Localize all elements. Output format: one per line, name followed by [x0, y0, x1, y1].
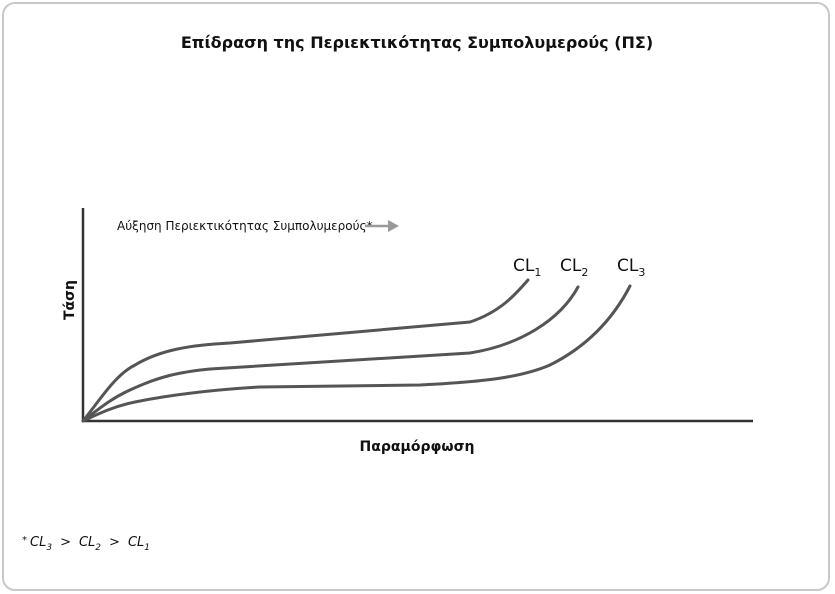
- footnote-sub: 3: [46, 543, 52, 553]
- curve-label: CL3: [617, 256, 645, 279]
- curve-label: CL1: [513, 256, 541, 279]
- footnote-separator: >: [109, 535, 120, 550]
- footnote-separator: >: [60, 535, 71, 550]
- curve-cl1: [81, 278, 530, 423]
- y-axis-label: Τάση: [62, 280, 78, 320]
- footnote-sub: 1: [144, 543, 150, 553]
- curve-label-sub: 3: [638, 266, 645, 279]
- annotation: Αύξηση Περιεκτικότητας Συμπολυμερούς*: [117, 219, 373, 233]
- curve-label-sub: 2: [581, 266, 588, 279]
- arrow: [365, 220, 399, 232]
- footnote-item: CL: [128, 535, 144, 550]
- curve-label-sub: 1: [534, 266, 541, 279]
- x-axis-label: Παραμόρφωση: [360, 439, 475, 455]
- curve-label: CL2: [560, 256, 588, 279]
- footnote-item: CL: [30, 535, 46, 550]
- footnote: * CL3 > CL2 > CL1: [22, 535, 150, 553]
- footnote-sub: 2: [95, 543, 101, 553]
- curve-label-text: CL: [617, 256, 639, 276]
- curve-label-text: CL: [513, 256, 535, 276]
- title: Επίδραση της Περιεκτικότητας Συμπολυμερο…: [181, 33, 653, 52]
- footnote-star: *: [22, 535, 27, 546]
- footnote-item: CL: [79, 535, 95, 550]
- curve-cl2: [81, 285, 580, 423]
- curve-cl3: [81, 284, 632, 423]
- curve-label-text: CL: [560, 256, 582, 276]
